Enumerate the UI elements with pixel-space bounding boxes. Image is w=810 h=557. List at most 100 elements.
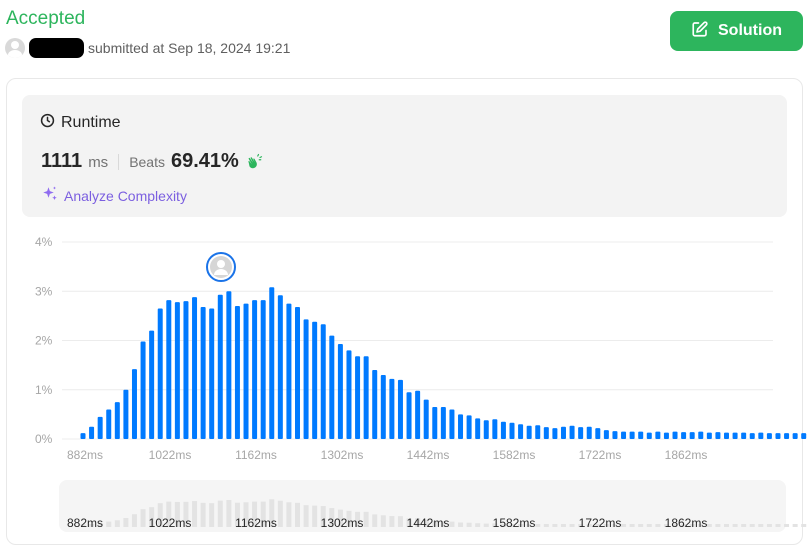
runtime-bar[interactable] [775,433,781,439]
runtime-bar[interactable] [209,308,215,439]
runtime-bar[interactable] [586,426,592,439]
runtime-bar[interactable] [226,291,232,439]
mini-bar [337,509,343,527]
runtime-bar[interactable] [595,428,601,439]
runtime-bar[interactable] [603,430,609,439]
runtime-bar[interactable] [663,432,669,439]
runtime-bar[interactable] [621,431,627,439]
user-avatar[interactable] [5,38,25,58]
username-redacted[interactable] [29,38,84,58]
runtime-bar[interactable] [483,420,489,439]
chart-range-slider[interactable] [59,480,786,532]
solution-button[interactable]: Solution [670,11,803,51]
runtime-bar[interactable] [355,356,361,439]
runtime-bar[interactable] [749,433,755,439]
runtime-bar[interactable] [372,370,378,439]
runtime-bar[interactable] [526,425,532,439]
runtime-bar[interactable] [312,321,318,439]
runtime-bar[interactable] [260,300,266,439]
runtime-panel[interactable]: Runtime 1111 ms Beats 69.41% [22,95,787,217]
runtime-bar[interactable] [106,409,112,439]
runtime-bar[interactable] [406,392,412,439]
runtime-bar[interactable] [758,432,764,439]
runtime-bar[interactable] [329,335,335,439]
runtime-bar[interactable] [97,416,103,439]
runtime-bar[interactable] [140,341,146,439]
runtime-bar[interactable] [303,319,309,439]
analyze-complexity-link[interactable]: Analyze Complexity [41,185,187,206]
runtime-bar[interactable] [397,379,403,439]
mini-bar [397,516,403,527]
runtime-bar[interactable] [252,300,258,439]
runtime-bar[interactable] [423,399,429,439]
runtime-bar[interactable] [320,324,326,439]
runtime-bar[interactable] [192,297,198,439]
runtime-bar[interactable] [741,432,747,439]
runtime-bar[interactable] [655,431,661,439]
runtime-bar[interactable] [389,378,395,439]
runtime-bar[interactable] [449,409,455,439]
runtime-bar[interactable] [715,432,721,439]
runtime-bar[interactable] [543,427,549,439]
runtime-bar[interactable] [612,431,618,439]
mini-bar [603,524,609,527]
runtime-bar[interactable] [784,433,790,439]
runtime-bar[interactable] [89,426,95,439]
runtime-bar[interactable] [552,428,558,439]
runtime-bar[interactable] [509,422,515,439]
runtime-bar[interactable] [681,432,687,439]
runtime-bar[interactable] [672,431,678,439]
runtime-bar[interactable] [114,402,120,439]
avatar-icon[interactable] [206,252,236,282]
runtime-bar[interactable] [646,432,652,439]
runtime-bar[interactable] [157,308,163,439]
runtime-bar[interactable] [492,419,498,439]
runtime-bar[interactable] [698,431,704,439]
runtime-bar[interactable] [346,350,352,439]
runtime-bar[interactable] [724,432,729,439]
runtime-bar[interactable] [123,389,129,439]
submission-info: submitted at Sep 18, 2024 19:21 [5,38,290,58]
runtime-bar[interactable] [801,433,807,439]
runtime-bar[interactable] [243,303,249,439]
runtime-bar[interactable] [475,418,481,439]
runtime-bar[interactable] [269,287,275,439]
runtime-bar[interactable] [440,406,446,439]
mini-bar [483,523,489,527]
runtime-bar[interactable] [277,295,283,439]
runtime-bar[interactable] [183,301,189,439]
runtime-bar[interactable] [200,307,206,439]
runtime-bar[interactable] [535,425,541,439]
runtime-bar[interactable] [766,433,772,439]
runtime-bar[interactable] [295,307,300,439]
runtime-bar[interactable] [500,421,506,439]
runtime-bar[interactable] [518,424,524,439]
runtime-bar[interactable] [569,425,575,439]
runtime-bar[interactable] [629,431,635,439]
x-tick-label: 1162ms [235,448,277,462]
runtime-bar[interactable] [432,406,438,439]
runtime-bar[interactable] [80,433,86,439]
runtime-bar[interactable] [732,432,738,439]
runtime-bar[interactable] [286,303,292,439]
runtime-bar[interactable] [792,433,798,439]
runtime-bar[interactable] [234,306,240,439]
runtime-bar[interactable] [174,302,180,439]
runtime-bar[interactable] [638,431,644,439]
runtime-bar[interactable] [149,330,155,439]
runtime-bar[interactable] [217,294,223,439]
runtime-bar[interactable] [458,414,464,439]
result-card: Runtime 1111 ms Beats 69.41% [6,78,803,545]
runtime-bar[interactable] [337,343,343,439]
runtime-bar[interactable] [466,415,472,439]
runtime-bar[interactable] [166,300,172,439]
runtime-bar[interactable] [706,432,712,439]
runtime-bar[interactable] [131,369,137,439]
runtime-bar[interactable] [415,390,421,439]
runtime-bar[interactable] [363,356,369,439]
runtime-bar[interactable] [578,427,584,439]
runtime-bar[interactable] [560,426,566,439]
runtime-bar[interactable] [380,374,386,439]
runtime-bar[interactable] [689,432,695,439]
